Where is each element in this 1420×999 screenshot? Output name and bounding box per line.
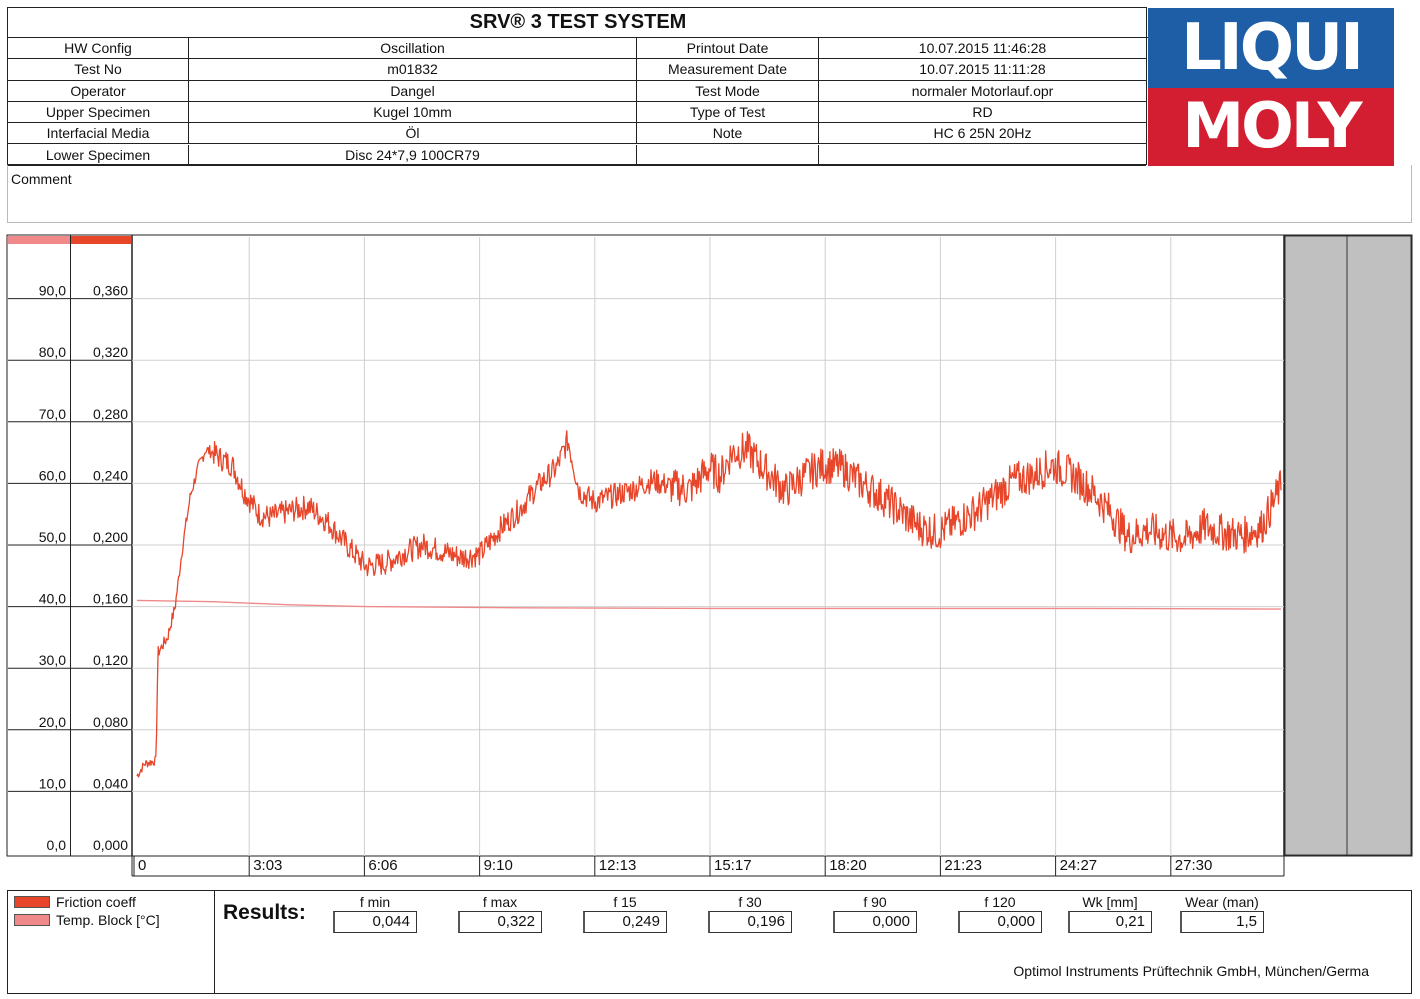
result-name: f 120 <box>984 894 1016 910</box>
result-value: 0,249 <box>583 911 667 933</box>
header-cell-value-right: 10.07.2015 11:11:28 <box>919 61 1046 78</box>
header-cell-label-left: HW Config <box>8 38 189 59</box>
brand-logo: LIQUI MOLY <box>1148 8 1394 166</box>
series-temp-block <box>136 599 1282 610</box>
result-name: f min <box>359 894 391 910</box>
friction-chart: 0,0 0,000 10,0 0,040 20,0 0,080 30,0 0,120 40,0 0… <box>6 234 1413 877</box>
result-value: 0,196 <box>708 911 792 933</box>
header-table: SRV® 3 TEST SYSTEM HW Config Oscillation P… <box>7 7 1148 166</box>
header-cell-label-right: Type of Test <box>637 101 819 123</box>
y-tick-label-friction: 0,240 <box>93 467 128 483</box>
y-tick-label-temp: 90,0 <box>39 283 66 299</box>
results-panel: Friction coeff Temp. Block [°C] Results: … <box>7 890 1412 994</box>
side-panel-2 <box>1346 235 1412 856</box>
header-cell-label-right: Measurement Date <box>637 59 819 80</box>
header-cell-label-right: Note <box>637 123 819 144</box>
x-tick-label: 12:13 <box>599 857 637 874</box>
header-cell-value-right: RD <box>972 103 993 120</box>
header-cell-value-right: 10.07.2015 11:46:28 <box>918 40 1047 56</box>
axis-header-temp-swatch <box>8 236 70 244</box>
y-tick-label-temp: 10,0 <box>39 775 66 791</box>
header-cell-label-left: Interfacial Media <box>8 123 189 144</box>
series-friction-coeff <box>136 430 1282 778</box>
comment-label: Comment <box>11 171 72 187</box>
header-cell-label-left: Test No <box>8 59 189 80</box>
header-cell-label-left: Upper Specimen <box>8 101 189 123</box>
header-row: Test No m01832 Measurement Date 10.07.2015 … <box>8 59 1146 81</box>
header-cell-value-left: Kugel 10mm <box>189 101 637 123</box>
header-row: Interfacial Media Öl Note HC 6 25N 20Hz <box>8 123 1146 145</box>
y-tick-label-temp: 70,0 <box>39 406 66 422</box>
logo-bottom-band <box>1148 88 1394 166</box>
result-name: Wk [mm] <box>1082 894 1138 910</box>
y-tick-label-friction: 0,000 <box>93 837 128 853</box>
legend-swatch <box>14 914 50 926</box>
x-tick-label: 6:06 <box>368 857 397 874</box>
header-cell-value-left: Disc 24*7,9 100CR79 <box>189 144 637 165</box>
page-title: SRV® 3 TEST SYSTEM <box>8 8 1148 38</box>
x-tick-label: 0 <box>138 857 146 874</box>
results-label: Results: <box>223 901 306 924</box>
result-value: 0,044 <box>333 911 417 933</box>
y-tick-label-temp: 50,0 <box>39 529 66 545</box>
logo-line-2: MOLY <box>1182 89 1362 162</box>
result-name: f 15 <box>613 894 637 910</box>
header-cell-label-left: Operator <box>8 80 189 101</box>
header-row: Lower Specimen Disc 24*7,9 100CR79 <box>8 144 1146 166</box>
y-tick-label-friction: 0,320 <box>93 344 128 360</box>
x-tick-label: 21:23 <box>944 857 982 874</box>
result-name: Wear (man) <box>1185 894 1259 910</box>
y-tick-label-temp: 0,0 <box>47 837 67 853</box>
axis-header-friction-swatch <box>71 236 131 244</box>
footer-credit: Optimol Instruments Prüftechnik GmbH, Mü… <box>1013 963 1369 979</box>
legend-swatch <box>14 896 50 908</box>
result-name: f 30 <box>738 894 762 910</box>
y-tick-label-temp: 20,0 <box>39 714 66 730</box>
result-value: 0,000 <box>958 911 1042 933</box>
result-value: 0,000 <box>833 911 917 933</box>
y-tick-label-friction: 0,280 <box>93 406 128 422</box>
header-cell-label-left: Lower Specimen <box>8 144 189 165</box>
result-name: f 90 <box>863 894 887 910</box>
header-cell-label-right: Test Mode <box>637 80 819 101</box>
header-row: Upper Specimen Kugel 10mm Type of Test RD <box>8 101 1146 124</box>
header-cell-value-left: Öl <box>189 123 637 144</box>
legend-label: Friction coeff <box>56 894 136 910</box>
header-row: HW Config Oscillation Printout Date 10.07.2… <box>8 38 1146 60</box>
x-tick-label: 3:03 <box>253 857 282 874</box>
x-tick-label: 24:27 <box>1060 857 1098 874</box>
logo-top-band <box>1148 8 1394 88</box>
y-tick-label-temp: 80,0 <box>39 344 66 360</box>
result-value: 0,322 <box>458 911 542 933</box>
legend-label: Temp. Block [°C] <box>56 912 160 928</box>
header-cell-value-right: normaler Motorlauf.opr <box>911 82 1054 99</box>
result-value: 0,21 <box>1068 911 1152 933</box>
header-cell-label-right: Printout Date <box>637 38 819 59</box>
legend: Friction coeff Temp. Block [°C] <box>8 891 215 993</box>
y-tick-label-friction: 0,200 <box>93 529 128 545</box>
y-tick-label-temp: 40,0 <box>39 591 66 607</box>
header-cell-value-right: HC 6 25N 20Hz <box>933 125 1032 142</box>
y-tick-label-temp: 30,0 <box>39 652 66 668</box>
comment-box: Comment <box>7 165 1412 223</box>
y-tick-label-friction: 0,360 <box>93 283 128 299</box>
y-tick-label-friction: 0,080 <box>93 714 128 730</box>
header-cell-value-left: Dangel <box>189 80 637 101</box>
header-row: Operator Dangel Test Mode normaler Motorlau… <box>8 80 1146 102</box>
x-tick-label: 18:20 <box>829 857 867 874</box>
result-value: 1,5 <box>1180 911 1264 933</box>
header-cell-label-right <box>637 144 819 165</box>
header-cell-value-left: m01832 <box>189 59 637 80</box>
y-tick-label-friction: 0,120 <box>93 652 128 668</box>
x-tick-label: 27:30 <box>1175 857 1213 874</box>
logo-line-1: LIQUI <box>1181 11 1364 85</box>
x-tick-label: 15:17 <box>714 857 752 874</box>
side-panel-1 <box>1284 235 1348 856</box>
x-tick-label: 9:10 <box>484 857 513 874</box>
header-cell-value-left: Oscillation <box>189 38 637 59</box>
y-tick-label-friction: 0,040 <box>93 775 128 791</box>
result-name: f max <box>482 894 518 910</box>
y-tick-label-temp: 60,0 <box>39 467 66 483</box>
y-tick-label-friction: 0,160 <box>93 591 128 607</box>
